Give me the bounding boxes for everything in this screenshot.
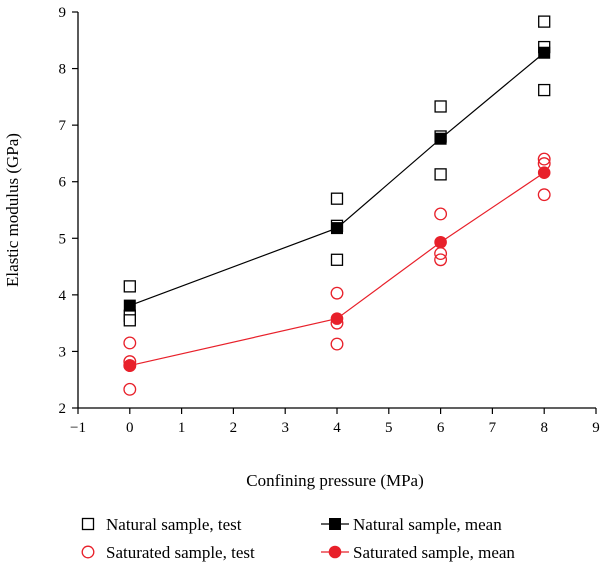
natural-sample-test-point bbox=[123, 280, 136, 293]
x-tick-label: 0 bbox=[126, 420, 134, 436]
legend-natural-sample-test-label: Natural sample, test bbox=[106, 515, 242, 534]
saturated-sample-test-point bbox=[330, 337, 344, 351]
legend-saturated-sample-mean-marker bbox=[328, 545, 342, 559]
natural-sample-mean-line bbox=[129, 52, 545, 307]
natural-sample-test-point bbox=[123, 314, 136, 327]
y-tick-label: 9 bbox=[59, 5, 67, 21]
saturated-sample-test-point bbox=[537, 152, 551, 166]
legend-saturated-sample-test-marker bbox=[81, 545, 95, 559]
y-tick-label: 5 bbox=[59, 231, 67, 247]
saturated-sample-test-point bbox=[537, 188, 551, 202]
legend-natural-sample-mean-marker bbox=[329, 518, 341, 530]
saturated-sample-mean-point bbox=[537, 166, 551, 179]
legend-saturated-sample-test-label: Saturated sample, test bbox=[106, 543, 255, 562]
saturated-sample-test-point bbox=[434, 207, 448, 221]
natural-sample-test-point bbox=[434, 168, 447, 181]
x-tick-label: 8 bbox=[540, 420, 548, 436]
saturated-sample-mean-point bbox=[330, 312, 344, 325]
x-tick-label: 7 bbox=[489, 420, 497, 436]
x-tick-label: 6 bbox=[437, 420, 445, 436]
natural-sample-mean-point bbox=[331, 222, 343, 235]
y-axis-title: Elastic modulus (GPa) bbox=[3, 133, 22, 287]
legend: Natural sample, test Saturated sample, te… bbox=[81, 515, 515, 562]
saturated-sample-test-point bbox=[434, 253, 448, 267]
y-tick-label: 8 bbox=[59, 62, 67, 78]
y-tick-label: 2 bbox=[59, 401, 67, 417]
saturated-sample-test-point bbox=[330, 286, 344, 300]
saturated-sample-mean-point bbox=[434, 235, 447, 249]
x-tick-label: 2 bbox=[230, 420, 238, 436]
x-tick-label: −1 bbox=[70, 420, 86, 436]
x-tick-label: 5 bbox=[385, 420, 393, 436]
natural-sample-mean-point bbox=[123, 299, 136, 312]
legend-natural-sample-mean-label: Natural sample, mean bbox=[353, 515, 502, 534]
x-tick-label: 1 bbox=[178, 420, 186, 436]
natural-sample-test-point bbox=[538, 15, 551, 28]
saturated-sample-mean-point bbox=[123, 359, 137, 372]
axes: −1 0 1 2 3 4 5 6 7 8 9 2 3 4 5 6 7 8 9 bbox=[59, 5, 600, 436]
y-tick-label: 3 bbox=[59, 344, 67, 360]
x-tick-label: 9 bbox=[592, 420, 600, 436]
natural-sample-test-point bbox=[538, 83, 551, 97]
natural-sample-test-point bbox=[434, 100, 447, 113]
saturated-sample-test-point bbox=[123, 382, 137, 396]
y-tick-label: 7 bbox=[59, 118, 67, 134]
x-tick-label: 4 bbox=[333, 420, 341, 436]
natural-sample-mean-point bbox=[538, 46, 551, 59]
natural-sample-test-point bbox=[330, 192, 344, 205]
y-tick-label: 4 bbox=[59, 288, 67, 304]
saturated-sample-mean-line bbox=[129, 172, 545, 367]
legend-natural-sample-test-marker bbox=[81, 517, 95, 531]
natural-sample-test-point bbox=[330, 253, 344, 266]
mean-lines bbox=[129, 52, 545, 367]
x-axis-title: Confining pressure (MPa) bbox=[246, 471, 424, 490]
x-tick-label: 3 bbox=[281, 420, 289, 436]
saturated-sample-test-point bbox=[123, 336, 137, 350]
legend-saturated-sample-mean-label: Saturated sample, mean bbox=[353, 543, 515, 562]
natural-sample-mean-point bbox=[434, 132, 447, 145]
y-tick-label: 6 bbox=[59, 175, 67, 191]
data-markers bbox=[123, 15, 551, 396]
